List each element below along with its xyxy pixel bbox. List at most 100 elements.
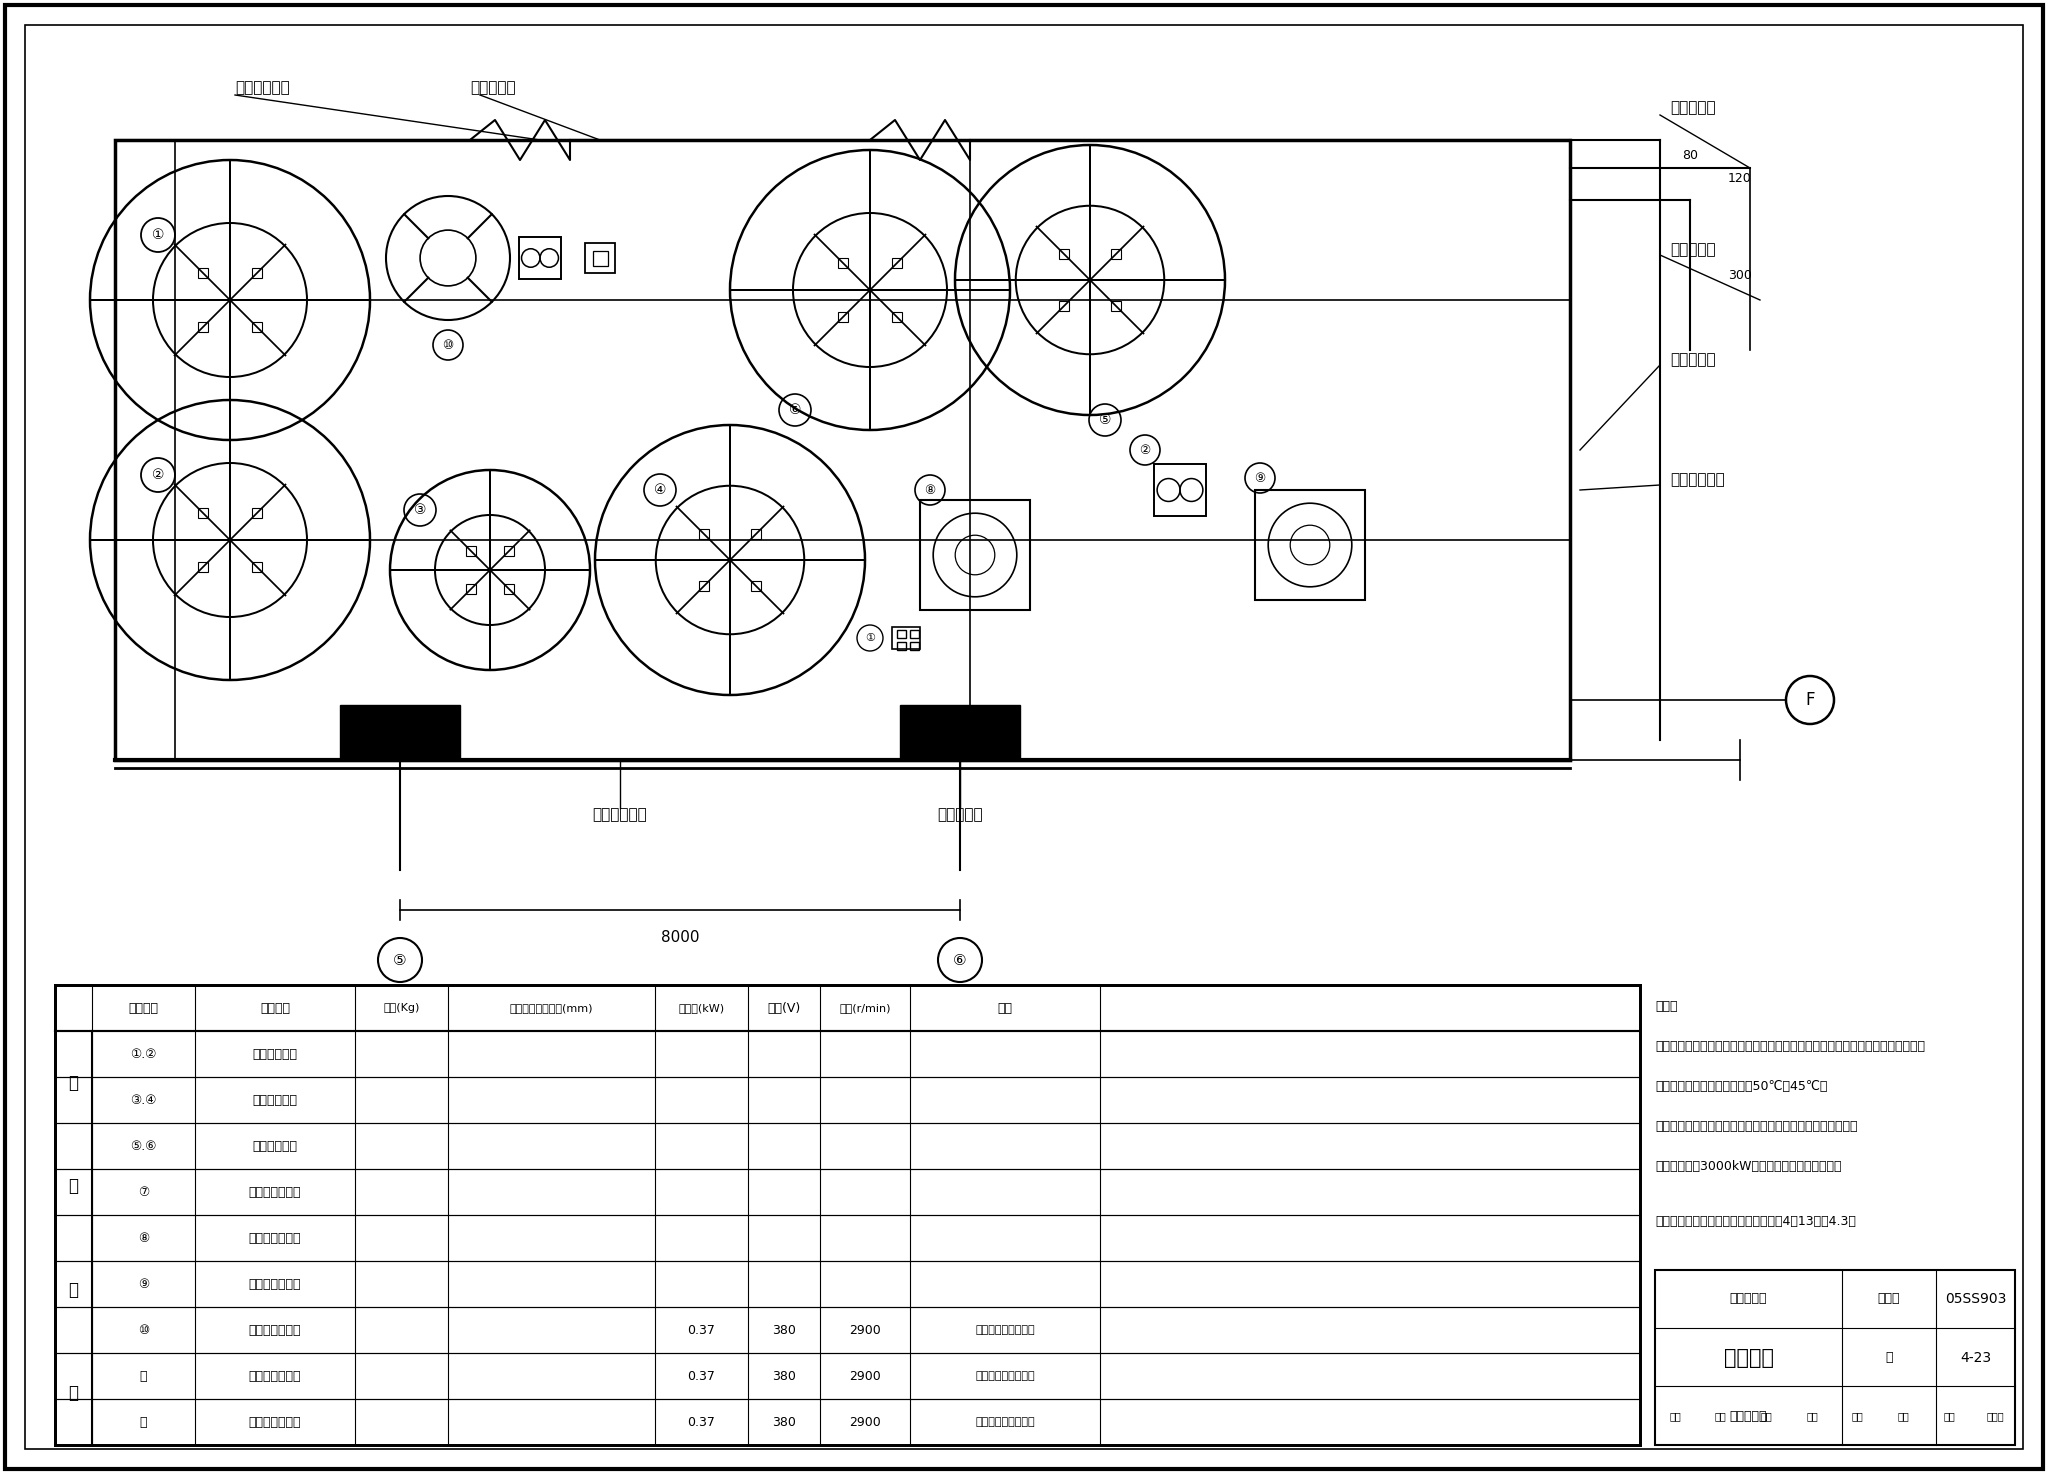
Bar xyxy=(1112,301,1120,311)
Text: 低区热交换器: 低区热交换器 xyxy=(252,1139,297,1153)
Bar xyxy=(920,500,1030,610)
Text: 2900: 2900 xyxy=(850,1415,881,1428)
Bar xyxy=(504,545,514,556)
Text: ①.②: ①.② xyxy=(131,1048,158,1060)
Text: ⑩: ⑩ xyxy=(137,1324,150,1337)
Text: 8000: 8000 xyxy=(662,930,698,945)
Bar xyxy=(340,705,461,761)
Text: ⑧: ⑧ xyxy=(137,1231,150,1244)
Bar xyxy=(252,507,262,517)
Text: 校对: 校对 xyxy=(1806,1411,1819,1421)
Text: F: F xyxy=(1804,691,1815,709)
Text: 0.37: 0.37 xyxy=(688,1324,715,1337)
Text: 耗电量(kW): 耗电量(kW) xyxy=(678,1002,725,1013)
Text: 热水循环泵每区设两台，一用一备，由设于热水回水管上的温度控制器控制启停。: 热水循环泵每区设两台，一用一备，由设于热水回水管上的温度控制器控制启停。 xyxy=(1655,1041,1925,1052)
Text: 高区热交换器: 高区热交换器 xyxy=(252,1048,297,1060)
Text: 2900: 2900 xyxy=(850,1324,881,1337)
Bar xyxy=(1112,249,1120,259)
Bar xyxy=(592,251,608,265)
Text: 设计: 设计 xyxy=(1944,1411,1956,1421)
Text: ②: ② xyxy=(152,469,164,482)
Bar xyxy=(752,581,762,591)
Text: 2900: 2900 xyxy=(850,1369,881,1383)
Text: 05SS903: 05SS903 xyxy=(1946,1291,2007,1306)
Text: 380: 380 xyxy=(772,1369,797,1383)
Text: 热交换站: 热交换站 xyxy=(1724,1347,1774,1368)
Text: 高区热水膨胀罐: 高区热水膨胀罐 xyxy=(248,1185,301,1198)
Bar xyxy=(698,529,709,539)
Text: 低区热水循环泵: 低区热水循环泵 xyxy=(248,1415,301,1428)
Text: 电子水处理仪: 电子水处理仪 xyxy=(592,808,647,822)
Text: 380: 380 xyxy=(772,1415,797,1428)
Bar xyxy=(504,585,514,594)
Text: 温度传感器: 温度传感器 xyxy=(938,808,983,822)
Text: ⑤.⑥: ⑤.⑥ xyxy=(131,1139,158,1153)
Text: 4-23: 4-23 xyxy=(1960,1350,1991,1365)
Text: 交: 交 xyxy=(68,1178,78,1195)
Text: ④: ④ xyxy=(653,483,666,497)
Text: ⑩: ⑩ xyxy=(442,339,453,351)
Bar xyxy=(909,629,920,638)
Bar xyxy=(465,585,475,594)
Bar xyxy=(199,268,207,277)
Text: ⑦: ⑦ xyxy=(137,1185,150,1198)
Text: 热媒引入管: 热媒引入管 xyxy=(1669,100,1716,115)
Text: 设备名称: 设备名称 xyxy=(260,1001,291,1014)
Text: 低区热水膨胀罐: 低区热水膨胀罐 xyxy=(248,1278,301,1291)
Text: 0.37: 0.37 xyxy=(688,1369,715,1383)
Text: ①: ① xyxy=(152,228,164,242)
Text: ⑤: ⑤ xyxy=(1098,413,1112,427)
Text: ⑨: ⑨ xyxy=(1253,472,1266,485)
Text: 设备编号: 设备编号 xyxy=(129,1001,158,1014)
Text: ②: ② xyxy=(1139,444,1151,457)
Text: 水一暖、电: 水一暖、电 xyxy=(1731,1409,1767,1422)
Text: ⑪: ⑪ xyxy=(139,1369,147,1383)
Text: 基础高出地面高度(mm): 基础高出地面高度(mm) xyxy=(510,1002,594,1013)
Bar xyxy=(518,237,561,279)
Text: 图集号: 图集号 xyxy=(1878,1293,1901,1306)
Text: 380: 380 xyxy=(772,1324,797,1337)
Text: 电压(V): 电压(V) xyxy=(768,1001,801,1014)
Bar xyxy=(1655,1271,2015,1445)
Bar xyxy=(893,312,903,323)
Text: ③.④: ③.④ xyxy=(131,1094,158,1107)
Text: 热水循环泵一用一备: 热水循环泵一用一备 xyxy=(975,1325,1034,1335)
Text: 审核: 审核 xyxy=(1669,1411,1681,1421)
Text: ①: ① xyxy=(864,632,874,643)
Bar xyxy=(199,562,207,572)
Text: 施工图设计: 施工图设计 xyxy=(1731,1293,1767,1306)
Bar xyxy=(199,507,207,517)
Text: 贾禾: 贾禾 xyxy=(1898,1411,1909,1421)
Text: 热水循环泵一用一备: 热水循环泵一用一备 xyxy=(975,1417,1034,1427)
Text: ⑧: ⑧ xyxy=(924,483,936,497)
Text: 高区热水循环泵: 高区热水循环泵 xyxy=(248,1324,301,1337)
Text: ③: ③ xyxy=(414,503,426,517)
Text: ⑫: ⑫ xyxy=(139,1415,147,1428)
Text: 页: 页 xyxy=(1886,1352,1892,1363)
Text: 贾华: 贾华 xyxy=(1851,1411,1864,1421)
Text: ⑨: ⑨ xyxy=(137,1278,150,1291)
Bar xyxy=(897,643,905,650)
Bar xyxy=(698,581,709,591)
Text: 电子水处理仪: 电子水处理仪 xyxy=(1669,473,1724,488)
Bar xyxy=(586,243,614,273)
Text: 温度传感器: 温度传感器 xyxy=(469,81,516,96)
Text: 120: 120 xyxy=(1729,171,1751,184)
Text: 提示：本图样表达的内容和深度要求见4－13页表4.3。: 提示：本图样表达的内容和深度要求见4－13页表4.3。 xyxy=(1655,1215,1855,1228)
Bar xyxy=(893,626,920,649)
Text: 备注: 备注 xyxy=(997,1001,1012,1014)
Bar xyxy=(465,545,475,556)
Bar xyxy=(252,323,262,332)
Bar xyxy=(252,268,262,277)
Bar xyxy=(1059,249,1069,259)
Text: 换: 换 xyxy=(68,1281,78,1299)
Bar xyxy=(55,985,1640,1445)
Text: 弧角: 弧角 xyxy=(1761,1411,1772,1421)
Text: 中心控制室可启停泵并显示水泵运行信号，也可就地启停泵。: 中心控制室可启停泵并显示水泵运行信号，也可就地启停泵。 xyxy=(1655,1120,1858,1134)
Bar xyxy=(752,529,762,539)
Bar xyxy=(909,643,920,650)
Bar xyxy=(838,312,848,323)
Text: 站: 站 xyxy=(68,1384,78,1402)
Text: 转速(r/min): 转速(r/min) xyxy=(840,1002,891,1013)
Bar xyxy=(1153,464,1206,516)
